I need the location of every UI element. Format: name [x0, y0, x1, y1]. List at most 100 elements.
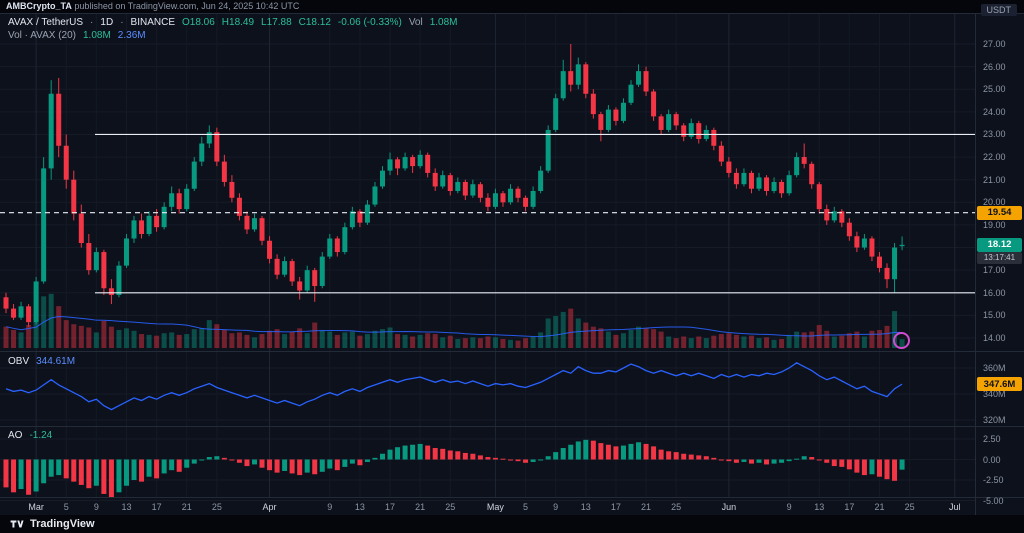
- ao-bar: [756, 459, 762, 463]
- ao-bar: [267, 459, 273, 471]
- ao-legend[interactable]: AO -1.24: [8, 430, 52, 442]
- volume-bar: [673, 338, 679, 348]
- candle-body: [334, 238, 340, 253]
- volume-bar: [274, 329, 280, 348]
- ao-bar: [515, 459, 521, 462]
- time-scale[interactable]: Mar 5 9 13 17 21 25 Apr 9 13 17 21 25 May 5 9 13 17 21 25 Ju…: [0, 499, 976, 515]
- ao-bar: [3, 459, 9, 488]
- volume-bar: [71, 324, 77, 348]
- date-tick-label: May: [486, 502, 504, 512]
- volume-bar: [26, 325, 32, 348]
- volume-bar: [583, 322, 589, 348]
- candle-body: [319, 256, 325, 286]
- candle-body: [508, 188, 514, 203]
- candle-body: [786, 175, 792, 194]
- event-marker-icon: [893, 332, 911, 349]
- ao-bar: [146, 459, 152, 477]
- interval-label[interactable]: 1D: [100, 17, 114, 28]
- ao-bar: [824, 459, 830, 463]
- volume-bar: [809, 331, 815, 348]
- date-tick-label: 9: [553, 502, 559, 512]
- candle-body: [26, 306, 32, 323]
- volume-bar: [779, 338, 785, 348]
- candle-body: [628, 84, 634, 103]
- volume-indicator-title[interactable]: Vol · AVAX (20): [8, 30, 76, 41]
- ao-bar: [18, 459, 24, 490]
- candle-body: [146, 215, 152, 234]
- volume-bar: [108, 326, 114, 348]
- volume-bar: [184, 334, 190, 348]
- candle-body: [372, 186, 378, 205]
- volume-bar: [417, 334, 423, 348]
- candle-body: [492, 193, 498, 207]
- volume-bar: [440, 337, 446, 348]
- publish-info: published on TradingView.com, Jun 24, 20…: [71, 1, 300, 11]
- price-scale[interactable]: 27.00 26.00 25.00 24.00 23.00 22.00 21.00 20.00…: [976, 13, 1024, 515]
- exchange-label[interactable]: BINANCE: [130, 17, 175, 28]
- volume-bar: [575, 318, 581, 348]
- volume-current-value: 1.08M: [83, 30, 111, 41]
- price-tick-label: 25.00: [983, 84, 1006, 95]
- volume-bar: [794, 331, 800, 348]
- ao-indicator-title[interactable]: AO: [8, 430, 23, 441]
- candle-body: [779, 181, 785, 194]
- tradingview-logo-icon[interactable]: [10, 517, 24, 531]
- ao-tick-label: -5.00: [983, 495, 1004, 506]
- candle-body: [643, 71, 649, 92]
- volume-bar: [666, 336, 672, 348]
- price-tick-label: 23.00: [983, 129, 1006, 140]
- ao-bar: [485, 457, 491, 460]
- candle-body: [395, 159, 401, 169]
- obv-tick-label: 320M: [983, 415, 1006, 425]
- tradingview-brand[interactable]: TradingView: [30, 518, 95, 530]
- ao-bar: [395, 447, 401, 460]
- ao-bar: [131, 459, 137, 480]
- ao-tick-label: 0.00: [983, 454, 1001, 465]
- candle-body: [846, 222, 852, 237]
- candle-body: [410, 157, 416, 167]
- ao-bar: [154, 459, 160, 479]
- obv-tick-label: 340M: [983, 389, 1006, 399]
- ao-bar: [251, 459, 257, 465]
- date-tick-label: 17: [844, 502, 855, 512]
- candle-body: [726, 161, 732, 173]
- volume-bar: [342, 332, 348, 348]
- price-tick-label: 16.00: [983, 287, 1006, 298]
- candle-body: [304, 270, 310, 291]
- volume-bar: [214, 324, 220, 348]
- bar-countdown-badge: 13:17:41: [977, 251, 1022, 264]
- ao-bar: [108, 459, 114, 498]
- volume-bar: [545, 318, 551, 348]
- date-tick-label: Apr: [262, 502, 277, 512]
- date-tick-label: 9: [93, 502, 99, 512]
- last-price-badge: 18.12: [977, 237, 1022, 252]
- symbol-legend[interactable]: AVAX / TetherUS · 1D · BINANCE O18.06 H1…: [8, 17, 458, 29]
- obv-indicator-title[interactable]: OBV: [8, 356, 30, 367]
- ao-bar: [289, 459, 295, 474]
- date-tick-label: 5: [63, 502, 69, 512]
- candle-body: [696, 123, 702, 139]
- volume-bar: [56, 306, 62, 348]
- candle-body: [854, 236, 860, 248]
- ao-bar: [357, 459, 363, 466]
- date-tick-label: 21: [874, 502, 885, 512]
- volume-bar: [146, 334, 152, 348]
- volume-bar: [560, 311, 566, 348]
- date-tick-label: 5: [523, 502, 529, 512]
- ao-bar: [304, 459, 310, 473]
- volume-bar: [771, 339, 777, 348]
- ohlc-close: C18.12: [298, 17, 331, 28]
- date-tick-label: 21: [641, 502, 652, 512]
- obv-legend[interactable]: OBV 344.61M: [8, 356, 75, 368]
- candle-body: [116, 265, 122, 296]
- volume-bar: [139, 334, 145, 348]
- candle-body: [801, 157, 807, 164]
- symbol-title[interactable]: AVAX / TetherUS: [8, 17, 84, 28]
- candle-body: [312, 270, 318, 286]
- ao-bar: [831, 459, 837, 467]
- ao-bar: [101, 459, 107, 494]
- volume-legend[interactable]: Vol · AVAX (20) 1.08M 2.36M: [8, 30, 146, 42]
- obv-value: 344.61M: [36, 356, 76, 367]
- ao-bar: [221, 457, 227, 460]
